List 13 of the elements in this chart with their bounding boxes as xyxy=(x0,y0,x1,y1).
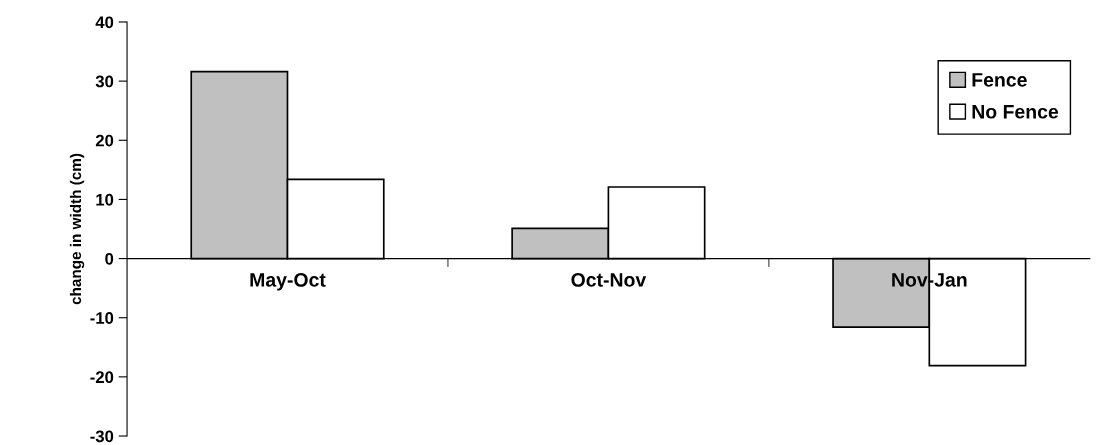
y-tick-label: 10 xyxy=(96,193,114,206)
y-tick-label: 0 xyxy=(105,252,114,265)
y-axis-title: change in width (cm) xyxy=(69,153,85,305)
x-tick-label: May-Oct xyxy=(250,272,326,291)
legend-label: No Fence xyxy=(972,105,1059,119)
y-tick-label: 20 xyxy=(95,134,114,147)
y-tick-label: -10 xyxy=(90,312,114,324)
y-tick-label: 30 xyxy=(95,75,114,88)
y-tick-label: -30 xyxy=(90,430,114,443)
legend-label: Fence xyxy=(972,73,1027,87)
y-tick-label: 40 xyxy=(95,16,114,29)
x-tick-label: Oct-Nov xyxy=(571,272,647,287)
y-tick-label: -20 xyxy=(90,371,114,384)
